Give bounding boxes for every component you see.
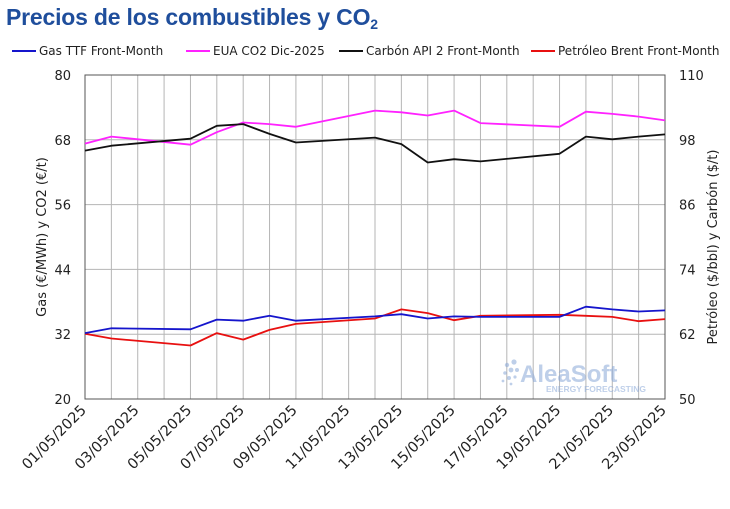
watermark-tagline: ENERGY FORECASTING (546, 384, 646, 394)
chart-title-text: Precios de los combustibles y CO (6, 4, 371, 30)
legend: Gas TTF Front-Month EUA CO2 Dic-2025 Carbó… (12, 44, 719, 58)
watermark-dots-icon (501, 359, 519, 386)
watermark-dot (513, 375, 517, 379)
series-line (84, 109, 666, 146)
legend-label: Gas TTF Front-Month (39, 44, 163, 58)
legend-label: EUA CO2 Dic-2025 (213, 44, 325, 58)
series-lines (84, 109, 666, 347)
watermark-name: AleaSoft (520, 361, 617, 388)
watermark-dot (511, 359, 517, 365)
gridlines (85, 74, 665, 400)
y-left-tick-label: 32 (54, 328, 71, 343)
watermark-dot (508, 367, 514, 373)
y-right-tick-label: 98 (679, 134, 696, 149)
watermark-dot (507, 376, 511, 380)
y-left-tick-label: 20 (54, 393, 71, 408)
y-left-tick-label: 56 (54, 199, 71, 214)
series-line (84, 305, 666, 334)
y-left-tick-label: 80 (54, 69, 71, 84)
legend-label: Carbón API 2 Front-Month (366, 44, 520, 58)
watermark-dot (504, 362, 510, 368)
chart-title-subscript: 2 (370, 16, 378, 32)
y-right-tick-label: 50 (679, 393, 696, 408)
y-right-tick-label: 74 (679, 263, 696, 278)
series-line (84, 308, 666, 347)
watermark-dot (501, 379, 505, 383)
y-left-axis-label: Gas (€/MWh) y CO2 (€/t) (35, 157, 50, 317)
x-tick-labels: 01/05/202503/05/202505/05/202507/05/2025… (19, 403, 669, 473)
watermark-logo: AleaSoft ENERGY FORECASTING (501, 359, 646, 394)
y-right-axis-label: Petróleo ($/bbl) y Carbón ($/t) (706, 150, 721, 345)
y-left-tick-label: 44 (54, 263, 71, 278)
y-right-tick-label: 62 (679, 328, 696, 343)
y-right-tick-label: 86 (679, 199, 696, 214)
y-right-tick-labels: 50 62 74 86 98 110 (679, 69, 704, 408)
y-left-tick-labels: 20 32 44 56 68 80 (54, 69, 71, 408)
series-line (84, 123, 666, 164)
chart-title: Precios de los combustibles y CO2 (6, 4, 378, 32)
watermark-dot (509, 382, 513, 386)
legend-label: Petróleo Brent Front-Month (558, 44, 719, 58)
plot-frame (84, 74, 666, 400)
y-right-tick-label: 110 (679, 69, 704, 84)
y-left-tick-label: 68 (54, 134, 71, 149)
watermark-dot (503, 371, 507, 375)
watermark-dot (515, 368, 519, 372)
